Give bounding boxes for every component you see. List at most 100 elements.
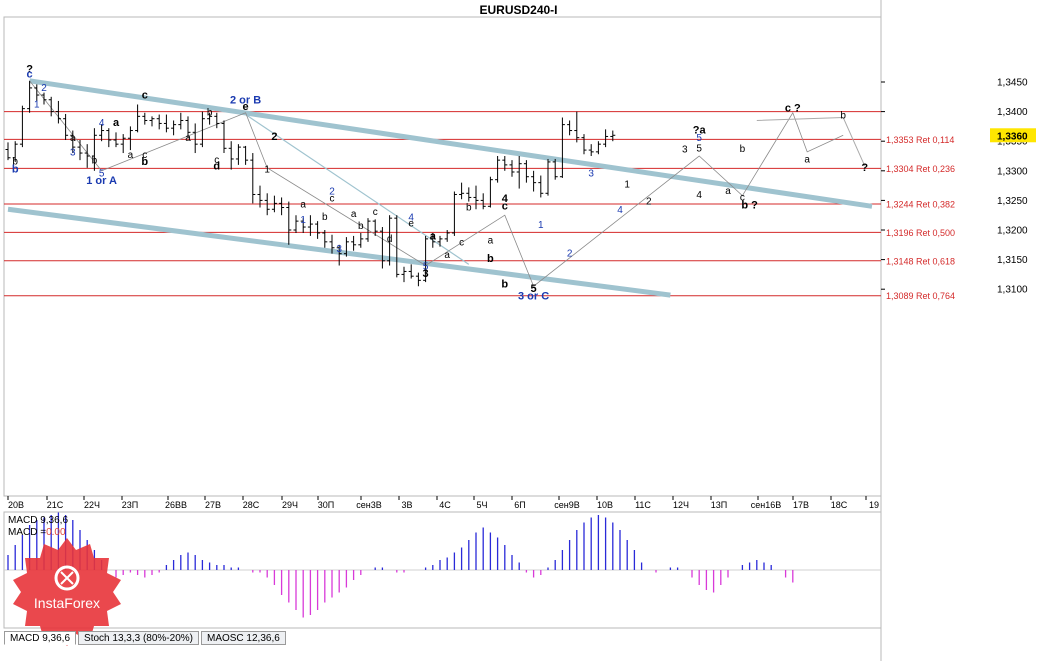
x-tick-label: 18С xyxy=(831,500,848,510)
ohlc-bar xyxy=(106,128,112,148)
fib-level-label: 1,3304 Ret 0,236 xyxy=(886,164,955,174)
ohlc-bar xyxy=(480,193,486,210)
x-tick-label: сен3В xyxy=(356,500,381,510)
x-tick-label: 20B xyxy=(8,500,24,510)
fib-level-label: 1,3244 Ret 0,382 xyxy=(886,199,955,209)
ohlc-bar xyxy=(495,156,501,183)
wave-label: 2 xyxy=(329,186,335,197)
ohlc-bar xyxy=(257,185,263,208)
ohlc-bar xyxy=(279,197,285,216)
ohlc-bar xyxy=(372,219,378,236)
tab-stoch[interactable]: Stoch 13,3,3 (80%-20%) xyxy=(78,631,199,645)
instaforex-logo-badge xyxy=(13,538,121,646)
indicator-tabs: MACD 9,36,6 Stoch 13,3,3 (80%-20%) MAOSC… xyxy=(4,631,288,645)
ohlc-bar xyxy=(41,92,47,105)
ohlc-bar xyxy=(487,176,493,208)
macd-value-label: MACD =0.00 xyxy=(8,527,66,538)
ohlc-bar xyxy=(610,130,616,142)
wave-label: 1 xyxy=(300,215,306,226)
wave-label: a xyxy=(430,230,437,242)
wave-label: d xyxy=(213,161,220,173)
x-tick-label: сен16В xyxy=(751,500,782,510)
ohlc-bar xyxy=(595,141,601,155)
x-tick-label: 11С xyxy=(635,500,651,510)
ohlc-bar xyxy=(221,120,227,154)
wave-label: b xyxy=(487,253,494,265)
y-tick-label: 1,3250 xyxy=(997,196,1028,207)
wave-label: 4 xyxy=(502,193,509,205)
wave-label: a xyxy=(185,133,191,144)
ohlc-bar xyxy=(156,114,162,130)
y-tick-label: 1,3450 xyxy=(997,78,1028,89)
ohlc-bar xyxy=(243,145,249,165)
ohlc-bar xyxy=(163,114,169,133)
wave-label: c xyxy=(502,200,508,212)
wave-label: c xyxy=(459,237,464,248)
y-tick-label: 1,3300 xyxy=(997,166,1028,177)
tab-maosc[interactable]: MAOSC 12,36,6 xyxy=(200,631,286,645)
ohlc-bar xyxy=(567,120,573,136)
current-price-label: 1,3360 xyxy=(997,131,1028,142)
wave-label: 1 or A xyxy=(86,175,117,187)
ohlc-bar xyxy=(77,140,83,161)
ohlc-bar xyxy=(329,234,335,254)
ohlc-bar xyxy=(423,235,429,283)
ohlc-bar xyxy=(199,111,205,148)
trend-line-upper-channel xyxy=(29,78,873,209)
wave-label: d xyxy=(387,234,393,245)
wave-label: b xyxy=(12,164,19,176)
ohlc-bar xyxy=(228,141,234,170)
wave-label: c xyxy=(740,192,745,203)
wave-label: 3 xyxy=(336,244,342,255)
ohlc-bar xyxy=(466,187,472,202)
tab-macd[interactable]: MACD 9,36,6 xyxy=(4,631,77,645)
wave-label: b ? xyxy=(741,200,758,212)
ohlc-bar xyxy=(293,215,299,233)
wave-label: 3 xyxy=(70,147,76,158)
wave-label: 2 xyxy=(567,249,573,260)
wave-label: 2 or B xyxy=(230,94,261,106)
fib-level-label: 1,3196 Ret 0,500 xyxy=(886,228,955,238)
ohlc-bar xyxy=(394,215,400,278)
wave-label: 1 xyxy=(538,220,544,231)
ohlc-bar xyxy=(48,96,54,117)
ohlc-bar xyxy=(473,185,479,210)
ohlc-bar xyxy=(379,227,385,269)
y-tick-label: 1,3100 xyxy=(997,285,1028,296)
wave-label: 3 xyxy=(682,144,688,155)
wave-label: 1 xyxy=(624,179,630,190)
ohlc-bar xyxy=(365,218,371,242)
ohlc-bar xyxy=(523,160,529,183)
wave-label: 5 xyxy=(99,169,105,180)
ohlc-bar xyxy=(509,160,515,177)
wave-label: c xyxy=(214,155,219,166)
wave-label: a xyxy=(300,200,306,211)
ohlc-bar xyxy=(307,215,313,236)
ohlc-bar xyxy=(171,120,177,136)
chart-title: EURUSD240-I xyxy=(479,3,558,17)
wave-label: b xyxy=(840,111,846,122)
wave-label: c xyxy=(330,194,335,205)
x-tick-label: 3В xyxy=(401,500,412,510)
ohlc-bar xyxy=(91,128,97,171)
ohlc-bar xyxy=(336,244,342,266)
ohlc-bar xyxy=(63,113,69,141)
x-tick-label: 21C xyxy=(47,500,64,510)
ohlc-bar xyxy=(149,116,155,127)
macd-value-prefix: MACD = xyxy=(8,527,47,538)
ohlc-bar xyxy=(271,195,277,213)
wave-label: a xyxy=(725,186,731,197)
ohlc-bar xyxy=(581,134,587,155)
wave-label: 2 xyxy=(271,131,277,143)
wave-label: 2 xyxy=(646,197,652,208)
wave-label: 5 xyxy=(696,143,702,154)
price-panel-frame xyxy=(3,16,882,497)
fib-level-label: 1,3089 Ret 0,764 xyxy=(886,291,955,301)
wave-label: 5 xyxy=(423,262,429,273)
wave-label: e xyxy=(408,218,414,229)
ohlc-bar xyxy=(214,112,220,129)
ohlc-bar xyxy=(34,84,40,101)
ohlc-bar xyxy=(192,123,198,154)
ohlc-bar xyxy=(516,156,522,189)
